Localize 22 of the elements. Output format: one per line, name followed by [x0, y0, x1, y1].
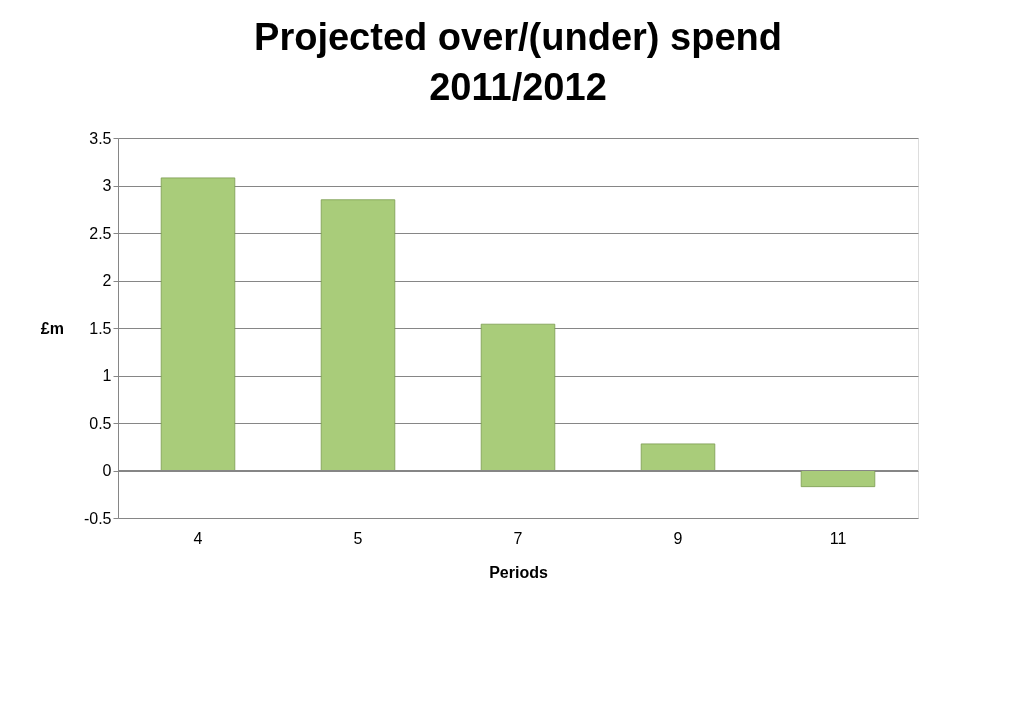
x-tick-label: 5 — [353, 529, 363, 547]
y-tick-label: 3 — [102, 177, 112, 194]
y-tick-label: 0 — [102, 462, 112, 479]
x-tick-label: 7 — [513, 529, 523, 547]
y-tick-label: 3.5 — [89, 129, 112, 147]
y-tick-label: 2 — [102, 272, 112, 289]
bar — [160, 177, 236, 471]
bar — [800, 470, 876, 488]
y-tick-label: 0.5 — [89, 414, 112, 432]
y-tick-label: -0.5 — [83, 509, 112, 527]
y-axis-title: £m — [40, 319, 64, 337]
x-tick-label: 9 — [673, 529, 683, 547]
x-tick-label: 11 — [829, 529, 847, 547]
x-axis-title: Periods — [489, 563, 548, 581]
chart-title: Projected over/(under) spend 2011/2012 — [254, 16, 782, 108]
bar — [320, 199, 396, 471]
y-tick-label: 2.5 — [89, 224, 112, 242]
bar — [480, 323, 556, 471]
bar — [640, 443, 716, 471]
y-tick-label: 1.5 — [89, 319, 112, 337]
y-tick-label: 1 — [102, 367, 112, 384]
x-tick-label: 4 — [193, 529, 203, 547]
